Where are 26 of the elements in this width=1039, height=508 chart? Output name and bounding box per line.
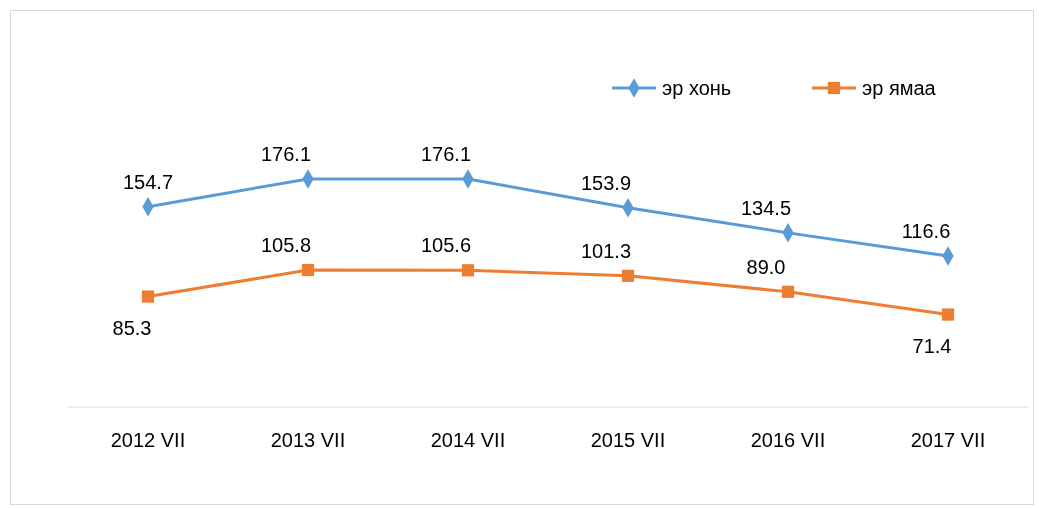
data-label: 176.1 [420,143,472,165]
x-tick-label: 2016 VII [750,429,826,451]
data-label: 71.4 [912,334,952,357]
point [781,285,795,298]
data-label: 105.8 [260,234,312,257]
data-label: 153.9 [580,171,632,194]
data-label: 116.6 [901,220,951,243]
legend-label: эр хонь [662,77,732,99]
point [141,290,155,303]
data-label: 85.3 [112,316,152,339]
data-label: 154.7 [122,170,174,193]
data-label: 134.5 [740,196,792,219]
data-label: 89.0 [746,255,786,278]
x-tick-label: 2015 VII [590,429,666,451]
x-tick-label: 2014 VII [430,429,506,451]
x-tick-label: 2012 VII [110,429,186,451]
point [621,269,635,282]
x-tick-label: 2017 VII [910,429,986,451]
point [301,263,315,277]
point [461,264,475,277]
x-tick-label: 2013 VII [270,429,346,451]
data-label: 176.1 [260,143,312,165]
point [941,308,955,321]
data-label: 105.6 [420,234,472,257]
data-label: 101.3 [580,239,632,262]
legend-label: эр ямаа [862,77,937,99]
